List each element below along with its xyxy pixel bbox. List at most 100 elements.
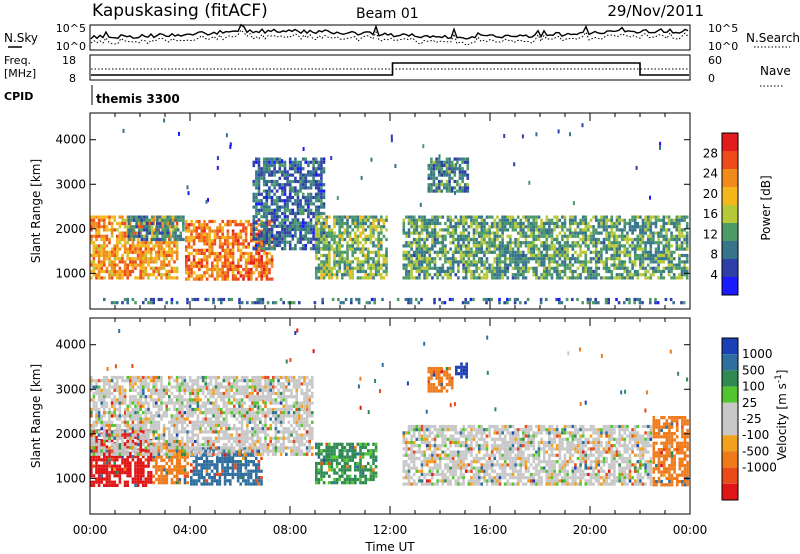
echo-cell	[380, 253, 383, 258]
echo-cell	[255, 466, 258, 470]
echo-cell	[320, 170, 323, 174]
echo-cell	[641, 253, 645, 258]
echo-cell	[576, 221, 580, 226]
echo-cell	[197, 469, 201, 473]
echo-cell	[464, 266, 468, 270]
echo-cell	[97, 234, 101, 238]
echo-cell	[270, 173, 274, 177]
echo-cell	[361, 250, 365, 254]
echo-cell	[670, 237, 673, 242]
echo-cell	[144, 250, 148, 254]
echo-cell	[503, 301, 506, 305]
echo-cell	[263, 271, 266, 275]
echo-cell	[602, 260, 606, 264]
echo-cell	[301, 208, 305, 212]
echo-cell	[273, 192, 276, 196]
echo-cell	[412, 253, 416, 258]
echo-cell	[514, 257, 517, 261]
echo-cell	[458, 189, 462, 193]
echo-cell	[545, 266, 549, 270]
echo-cell	[659, 250, 663, 254]
echo-cell	[257, 218, 261, 222]
echo-cell	[116, 388, 119, 392]
echo-cell	[121, 231, 124, 235]
echo-cell	[168, 225, 171, 229]
echo-cell	[613, 237, 616, 242]
echo-cell	[322, 189, 326, 193]
echo-cell	[322, 273, 326, 277]
echo-cell	[165, 276, 168, 280]
echo-cell	[103, 379, 106, 383]
echo-cell	[472, 215, 476, 219]
echo-cell	[432, 160, 436, 164]
echo-cell	[672, 221, 676, 226]
echo-cell	[470, 263, 473, 267]
echo-cell	[427, 183, 431, 187]
echo-cell	[165, 221, 168, 226]
echo-cell	[270, 202, 274, 206]
echo-cell	[187, 264, 191, 268]
echo-cell	[410, 260, 413, 264]
echo-cell	[607, 247, 611, 251]
echo-cell	[92, 407, 96, 412]
echo-cell	[405, 234, 408, 238]
echo-cell	[574, 231, 577, 235]
echo-cell	[291, 237, 295, 241]
echo-speck	[281, 159, 284, 164]
echo-cell	[568, 260, 572, 264]
echo-cell	[136, 477, 140, 481]
echo-cell	[103, 276, 106, 280]
echo-cell	[97, 411, 101, 415]
echo-cell	[639, 247, 642, 251]
echo-cell	[92, 420, 96, 424]
echo-cell	[130, 228, 133, 232]
echo-cell	[149, 480, 153, 484]
echo-cell	[415, 297, 418, 302]
echo-cell	[351, 273, 354, 277]
echo-cell	[519, 244, 523, 248]
echo-cell	[418, 253, 421, 258]
echo-cell	[92, 263, 96, 267]
echo-cell	[92, 398, 96, 402]
echo-cell	[281, 183, 284, 187]
echo-cell	[628, 225, 632, 229]
echo-cell	[103, 420, 106, 424]
echo-speck	[163, 118, 166, 123]
echo-cell	[539, 297, 543, 302]
echo-cell	[105, 445, 109, 449]
echo-cell	[247, 242, 250, 246]
echo-cell	[522, 250, 525, 254]
echo-cell	[126, 458, 129, 462]
echo-cell	[216, 261, 219, 265]
echo-cell	[90, 237, 93, 242]
echo-cell	[113, 480, 116, 484]
echo-cell	[431, 231, 434, 235]
echo-cell	[203, 453, 206, 457]
echo-cell	[108, 439, 111, 444]
echo-cell	[522, 241, 525, 245]
echo-cell	[92, 429, 96, 433]
echo-cell	[514, 225, 517, 229]
echo-cell	[121, 244, 124, 248]
echo-cell	[103, 455, 106, 459]
echo-cell	[135, 221, 138, 226]
echo-cell	[490, 273, 494, 277]
echo-cell	[322, 244, 326, 248]
echo-cell	[113, 474, 116, 478]
echo-cell	[309, 160, 313, 164]
echo-cell	[649, 301, 652, 305]
echo-cell	[108, 391, 111, 396]
echo-cell	[667, 269, 671, 274]
echo-cell	[483, 221, 486, 226]
echo-cell	[278, 199, 282, 203]
echo-cell	[90, 398, 93, 402]
echo-cell	[462, 234, 465, 238]
echo-cell	[157, 477, 161, 482]
echo-cell	[165, 455, 169, 459]
echo-cell	[113, 273, 116, 277]
echo-cell	[571, 257, 575, 261]
echo-cell	[110, 430, 114, 434]
echo-cell	[571, 244, 575, 248]
echo-cell	[341, 234, 344, 238]
